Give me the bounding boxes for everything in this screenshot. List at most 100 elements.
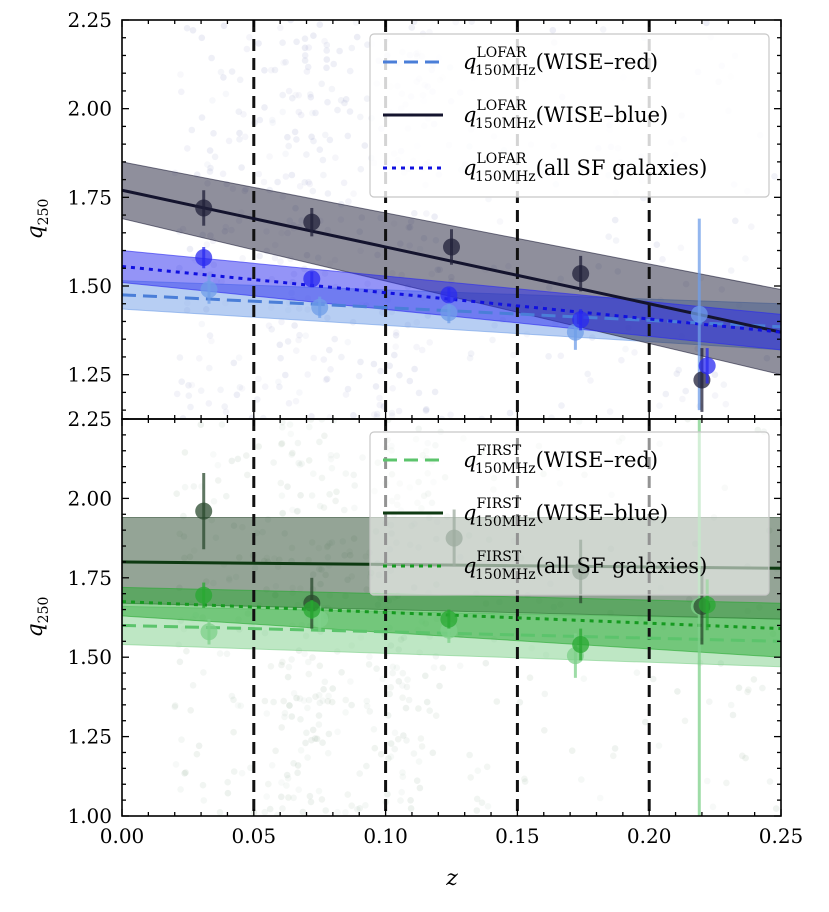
background-point	[269, 119, 277, 126]
background-point	[279, 39, 286, 46]
legend-label-sub: 150MHz	[475, 461, 536, 477]
data-point	[572, 265, 590, 283]
background-point	[732, 217, 739, 225]
background-point	[403, 683, 411, 691]
background-point	[301, 650, 308, 658]
background-point	[234, 455, 242, 463]
legend-label-sup: FIRST	[476, 549, 521, 565]
background-point	[402, 704, 410, 712]
background-point	[220, 22, 228, 30]
background-point	[332, 154, 339, 161]
background-point	[376, 401, 384, 409]
background-point	[742, 255, 749, 262]
background-point	[309, 109, 316, 117]
legend-label-sup: LOFAR	[476, 151, 526, 167]
background-point	[238, 164, 245, 171]
background-point	[337, 97, 345, 104]
background-point	[361, 142, 369, 149]
background-point	[184, 145, 191, 152]
background-point	[399, 669, 407, 677]
background-point	[304, 754, 311, 761]
background-point	[208, 54, 215, 62]
x-tick-label: 0.25	[759, 824, 804, 848]
background-point	[489, 336, 496, 344]
background-point	[416, 784, 424, 792]
background-point	[307, 93, 315, 101]
x-tick-label: 0.05	[232, 824, 277, 848]
background-point	[356, 770, 364, 777]
background-point	[198, 34, 206, 42]
background-point	[363, 697, 371, 705]
background-point	[292, 397, 300, 405]
background-point	[209, 97, 216, 104]
background-point	[323, 56, 331, 63]
background-point	[294, 507, 302, 515]
background-point	[729, 711, 737, 719]
background-point	[320, 356, 328, 363]
background-point	[299, 808, 307, 816]
background-point	[287, 20, 294, 24]
background-point	[618, 356, 625, 364]
background-point	[468, 20, 475, 25]
background-point	[723, 779, 730, 787]
y-axis-label-bottom: q250	[23, 597, 52, 638]
axis-ticks-bottom	[121, 418, 782, 817]
legend-label-base: q	[463, 156, 476, 180]
background-point	[255, 40, 262, 47]
background-point	[293, 508, 301, 515]
background-point	[243, 452, 250, 459]
background-point	[417, 735, 425, 742]
background-point	[316, 146, 324, 153]
background-point	[388, 409, 396, 417]
background-point	[334, 106, 341, 114]
background-point	[266, 805, 274, 813]
fit-line	[122, 623, 781, 643]
background-point	[316, 21, 324, 29]
background-point	[323, 375, 331, 383]
background-point	[319, 739, 326, 746]
background-point	[282, 371, 289, 379]
background-point	[322, 807, 330, 814]
background-point	[584, 370, 591, 378]
background-point	[418, 346, 426, 354]
background-point	[610, 752, 617, 760]
background-point	[291, 322, 298, 329]
background-point	[332, 497, 339, 505]
background-point	[548, 414, 555, 419]
background-point	[344, 385, 352, 393]
background-point	[403, 737, 410, 744]
background-point	[483, 763, 491, 771]
data-point	[195, 502, 213, 520]
background-point	[308, 413, 316, 419]
background-point	[301, 57, 309, 64]
background-point	[315, 721, 323, 728]
background-point	[750, 676, 758, 683]
background-point	[282, 58, 289, 66]
background-point	[294, 762, 302, 769]
background-point	[261, 697, 269, 705]
y-axis-label-sub-top: 250	[36, 199, 52, 226]
background-point	[370, 726, 378, 733]
background-point	[274, 811, 281, 816]
background-point	[341, 506, 348, 514]
background-point	[422, 407, 430, 414]
background-point	[735, 684, 743, 692]
background-point	[545, 353, 552, 360]
background-point	[301, 52, 309, 59]
background-point	[319, 156, 327, 164]
background-point	[214, 461, 222, 469]
background-point	[320, 504, 328, 511]
background-point	[326, 414, 334, 419]
background-point	[230, 768, 238, 775]
data-point	[443, 238, 460, 256]
background-point	[288, 171, 296, 179]
panel-first: qFIRST 150MHz(WISE–red)qFIRST 150MHz(WISE–…	[23, 407, 804, 891]
background-point	[289, 506, 296, 514]
background-point	[284, 775, 292, 782]
background-point	[228, 68, 236, 75]
background-point	[234, 702, 242, 709]
background-point	[200, 669, 207, 676]
background-point	[330, 419, 338, 424]
background-point	[267, 66, 275, 74]
